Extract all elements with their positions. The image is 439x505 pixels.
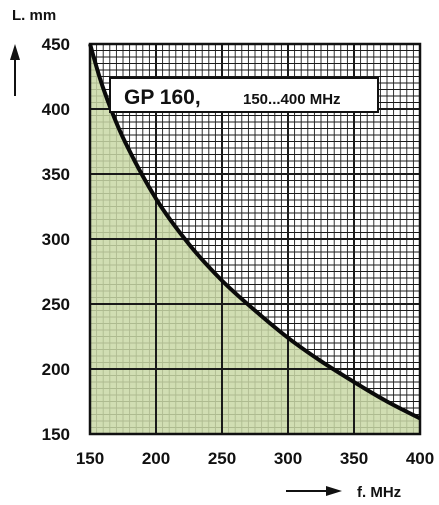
y-tick-label: 200 xyxy=(42,360,70,379)
up-arrow-icon xyxy=(10,44,20,96)
x-tick-label: 300 xyxy=(274,449,302,468)
y-tick-label: 350 xyxy=(42,165,70,184)
x-tick-label: 250 xyxy=(208,449,236,468)
x-axis-label: f. MHz xyxy=(357,484,401,501)
area-under-curve xyxy=(90,44,420,434)
x-tick-label: 200 xyxy=(142,449,170,468)
x-tick-label: 150 xyxy=(76,449,104,468)
y-tick-label: 300 xyxy=(42,230,70,249)
x-tick-label: 400 xyxy=(406,449,434,468)
x-tick-label: 350 xyxy=(340,449,368,468)
x-axis-ticks: 150 200 250 300 350 400 xyxy=(76,449,434,468)
title-box: GP 160, 150...400 MHz xyxy=(109,77,379,113)
y-tick-label: 450 xyxy=(42,35,70,54)
plot-frame xyxy=(88,42,422,436)
y-axis-ticks: 150 200 250 300 350 400 450 xyxy=(42,35,70,444)
y-axis-label: L. mm xyxy=(12,7,56,24)
y-tick-label: 400 xyxy=(42,100,70,119)
y-tick-label: 150 xyxy=(42,425,70,444)
right-arrow-icon xyxy=(286,486,342,496)
chart-subtitle: 150...400 MHz xyxy=(243,91,341,108)
series-line xyxy=(88,43,421,421)
y-tick-label: 250 xyxy=(42,295,70,314)
chart-title: GP 160, xyxy=(124,86,201,109)
